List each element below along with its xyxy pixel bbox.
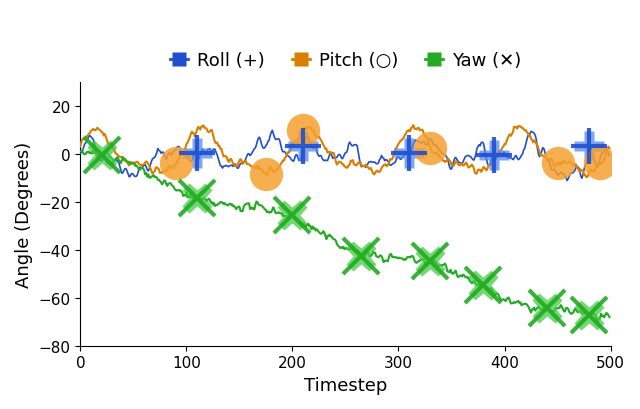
Legend: Roll (+), Pitch (○), Yaw (✕): Roll (+), Pitch (○), Yaw (✕): [163, 45, 529, 77]
X-axis label: Timestep: Timestep: [304, 376, 387, 394]
Y-axis label: Angle (Degrees): Angle (Degrees): [15, 142, 33, 288]
